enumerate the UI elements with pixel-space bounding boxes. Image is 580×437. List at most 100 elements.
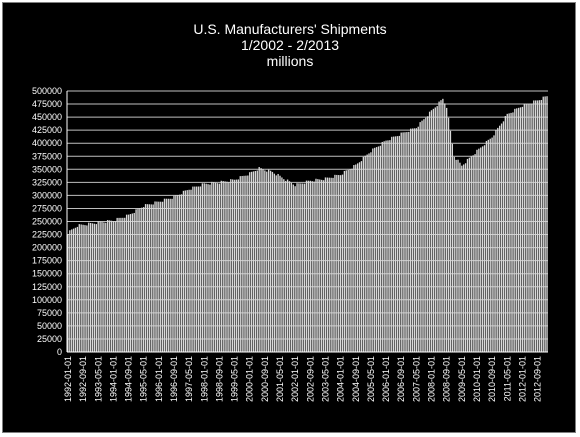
bar: [103, 222, 105, 352]
bar: [241, 175, 243, 352]
bar: [114, 221, 116, 352]
bar: [508, 113, 510, 352]
bar: [192, 186, 194, 352]
bar: [500, 123, 503, 352]
x-tick-label: 2012-01-01: [517, 356, 527, 402]
bar: [303, 183, 306, 352]
bar: [249, 172, 251, 352]
bar: [527, 103, 529, 352]
bar: [163, 198, 166, 352]
bar: [69, 230, 71, 352]
bar: [154, 201, 156, 352]
bar: [105, 222, 107, 352]
y-tick-label: 300000: [32, 190, 62, 200]
y-tick-label: 225000: [32, 230, 62, 240]
bar: [152, 204, 154, 352]
bar: [67, 234, 69, 352]
bar: [107, 219, 109, 352]
bar: [139, 208, 141, 352]
bar: [351, 168, 353, 352]
bar: [536, 100, 539, 353]
y-tick-label: 325000: [32, 177, 62, 187]
bar: [341, 174, 344, 352]
bar: [137, 208, 139, 352]
bar: [383, 141, 385, 352]
x-tick-label: 1999-05-01: [230, 356, 240, 402]
bar: [375, 147, 378, 352]
bar: [224, 181, 226, 352]
chart-title-line-1: U.S. Manufacturers' Shipments: [193, 21, 387, 37]
bar: [156, 201, 158, 352]
x-tick-label: 2002-09-01: [305, 356, 315, 402]
y-tick-label: 25000: [37, 334, 62, 344]
bar: [328, 177, 330, 352]
bar: [309, 180, 311, 352]
bar: [427, 116, 429, 352]
bar: [124, 217, 126, 352]
x-tick-label: 2006-09-01: [396, 356, 406, 402]
bar: [455, 159, 457, 352]
bar: [349, 169, 351, 352]
bar: [421, 120, 423, 353]
bar: [485, 140, 488, 352]
bar: [91, 223, 94, 352]
bar: [504, 116, 507, 352]
chart-plot: 0 25000 50000 75000 100000 125000 150000 175000…: [32, 86, 548, 402]
bar: [245, 175, 247, 352]
x-tick-label: 1998-01-01: [199, 356, 209, 402]
bar: [178, 194, 181, 352]
bar: [478, 148, 480, 352]
bar: [463, 164, 465, 352]
bar: [220, 180, 222, 352]
x-tick-label: 2011-05-01: [502, 356, 512, 401]
bar: [266, 171, 268, 352]
bar: [256, 170, 258, 352]
bar: [360, 161, 363, 352]
bar: [540, 99, 543, 352]
bar: [394, 136, 397, 352]
bar: [197, 186, 200, 352]
bar: [158, 201, 160, 352]
bar: [466, 158, 469, 352]
bar: [78, 224, 80, 352]
bar: [317, 179, 319, 352]
bar: [461, 165, 463, 352]
y-tick-label: 250000: [32, 217, 62, 227]
bar: [319, 179, 321, 352]
y-tick-label: 375000: [32, 151, 62, 161]
bar: [122, 217, 124, 352]
bar: [417, 126, 419, 352]
bar: [180, 194, 183, 352]
bar: [247, 175, 249, 352]
bar: [334, 174, 336, 352]
bar: [447, 117, 450, 352]
bar: [457, 159, 459, 352]
y-tick-label: 100000: [32, 295, 62, 305]
bar: [370, 152, 372, 352]
bar: [468, 157, 471, 352]
bar: [326, 177, 329, 352]
bar: [440, 100, 442, 352]
bar: [127, 214, 130, 352]
bar: [434, 107, 436, 353]
bar: [214, 182, 217, 352]
bar: [419, 122, 421, 352]
bar: [356, 163, 359, 352]
bar: [330, 177, 332, 352]
x-tick-label: 2001-05-01: [275, 356, 285, 402]
bar: [116, 217, 118, 352]
bar: [228, 181, 230, 352]
bar: [523, 103, 525, 353]
bar: [93, 223, 96, 352]
x-tick-label: 1998-09-01: [214, 356, 224, 402]
bar: [364, 155, 366, 352]
bar: [207, 184, 209, 352]
bar: [476, 149, 478, 352]
bar: [188, 189, 190, 352]
bar: [453, 156, 455, 352]
bar: [534, 100, 537, 352]
bar: [273, 173, 275, 352]
bar: [250, 171, 253, 352]
bar: [517, 107, 520, 352]
bar: [464, 163, 467, 352]
